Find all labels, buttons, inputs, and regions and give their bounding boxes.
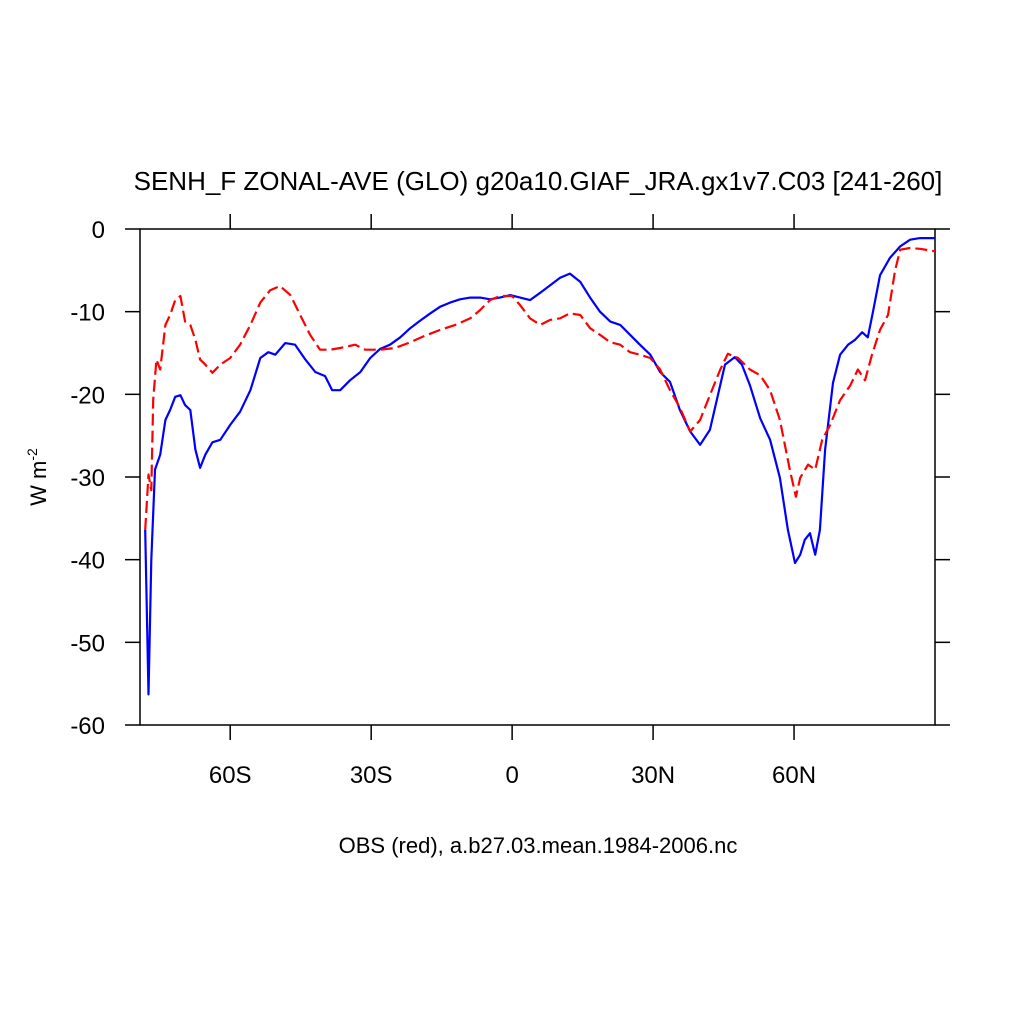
series-line	[144, 237, 935, 696]
series-line	[144, 246, 936, 530]
x-tick-label: 60S	[209, 762, 252, 789]
y-tick-label: 0	[92, 217, 105, 244]
x-tick-label: 0	[505, 762, 518, 789]
x-axis-label: OBS (red), a.b27.03.mean.1984-2006.nc	[339, 833, 738, 858]
y-axis-label-text: W m	[26, 461, 51, 506]
x-tick-label: 30N	[631, 762, 675, 789]
y-tick-label: -50	[70, 630, 105, 657]
x-tick-label: 30S	[350, 762, 393, 789]
y-axis-label: W m-2	[24, 448, 51, 506]
x-tick-label: 60N	[772, 762, 816, 789]
y-tick-label: -40	[70, 548, 105, 575]
chart-title: SENH_F ZONAL-AVE (GLO) g20a10.GIAF_JRA.g…	[134, 166, 943, 196]
y-tick-label: -20	[70, 382, 105, 409]
plot-frame	[139, 228, 936, 726]
y-axis-label-superscript: -2	[24, 448, 40, 461]
y-tick-label: -10	[70, 300, 105, 327]
y-tick-label: -60	[70, 713, 105, 740]
y-tick-label: -30	[70, 465, 105, 492]
